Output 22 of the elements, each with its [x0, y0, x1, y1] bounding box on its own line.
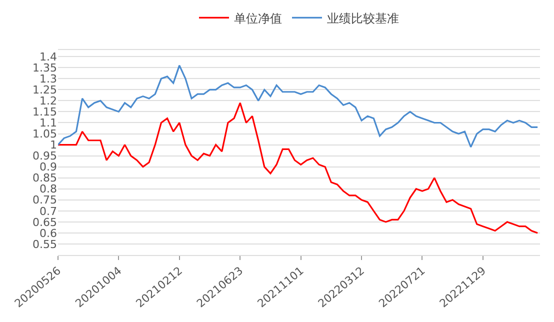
y-tick-label: 0.85 — [32, 172, 57, 185]
y-tick-label: 0.7 — [40, 204, 57, 218]
y-tick-label: 0.95 — [32, 150, 57, 163]
y-tick-label: 0.75 — [32, 194, 57, 207]
y-tick-label: 1.25 — [32, 84, 57, 97]
legend-label: 单位净值 — [234, 11, 282, 26]
y-tick-label: 0.9 — [40, 160, 57, 174]
line-series — [58, 102, 538, 234]
y-tick-label: 1.3 — [40, 72, 57, 86]
y-tick-label: 1.15 — [32, 106, 57, 119]
legend-label: 业绩比较基准 — [327, 11, 399, 26]
y-tick-label: 1.05 — [32, 128, 57, 141]
y-tick-label: 0.6 — [40, 226, 57, 240]
y-tick-label: 0.55 — [32, 238, 57, 251]
y-tick-label: 1.4 — [40, 50, 57, 64]
y-tick-label: 0.65 — [32, 216, 57, 229]
y-tick-label: 1.35 — [32, 61, 57, 74]
y-tick-label: 1 — [50, 138, 57, 152]
line-series — [58, 64, 538, 148]
y-tick-label: 1.1 — [40, 116, 57, 130]
y-tick-label: 0.8 — [40, 182, 57, 196]
y-tick-label: 1.2 — [40, 94, 57, 108]
